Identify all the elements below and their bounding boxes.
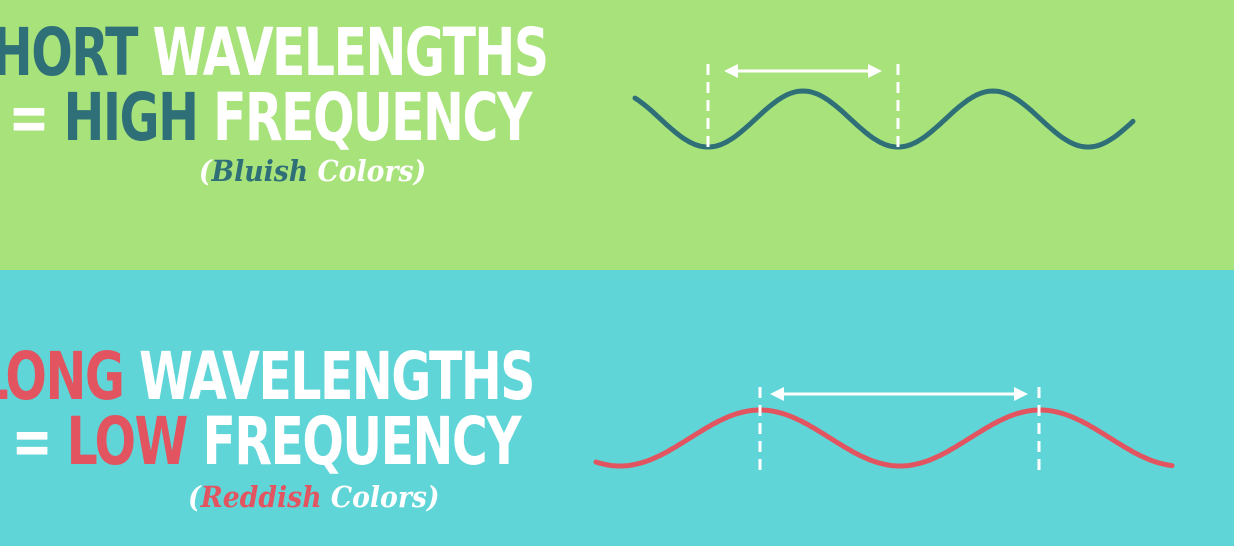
arrow-head-left xyxy=(724,64,738,78)
long-wavelength-arrow xyxy=(770,387,1028,401)
long-wave-diagram xyxy=(593,387,1175,473)
wavelengths-word: WAVELENGTHS xyxy=(123,338,535,415)
arrow-head-right xyxy=(1014,387,1028,401)
long-word: LONG xyxy=(0,338,125,415)
frequency-word: FREQUENCY xyxy=(186,403,521,480)
bluish-colors-note: (Bluish Colors) xyxy=(198,154,427,188)
arrow-head-left xyxy=(770,387,784,401)
short-wavelength-panel: SHORT WAVELENGTHS = HIGH FREQUENCY (Blui… xyxy=(0,0,1234,270)
short-word: SHORT xyxy=(0,14,139,91)
high-word: HIGH xyxy=(63,79,200,156)
low-frequency-heading: = LOW FREQUENCY xyxy=(12,409,522,475)
short-wavelengths-heading: SHORT WAVELENGTHS xyxy=(0,20,549,86)
high-frequency-heading: = HIGH FREQUENCY xyxy=(9,85,533,151)
frequency-word: FREQUENCY xyxy=(197,79,532,156)
reddish-word: Reddish xyxy=(200,480,322,514)
long-wave xyxy=(593,407,1175,469)
long-wavelengths-heading: LONG WAVELENGTHS xyxy=(0,344,535,410)
arrow-head-right xyxy=(868,64,882,78)
short-wavelength-arrow xyxy=(724,64,882,78)
short-wave-diagram xyxy=(632,64,1136,150)
low-word: LOW xyxy=(66,403,189,480)
wavelengths-word: WAVELENGTHS xyxy=(137,14,549,91)
short-wave xyxy=(632,88,1136,150)
equals-sign: = xyxy=(8,79,64,156)
bluish-word: Bluish xyxy=(211,154,309,188)
long-wavelength-panel: LONG WAVELENGTHS = LOW FREQUENCY (Reddis… xyxy=(0,270,1234,546)
equals-sign: = xyxy=(11,403,67,480)
reddish-colors-note: (Reddish Colors) xyxy=(187,480,440,514)
